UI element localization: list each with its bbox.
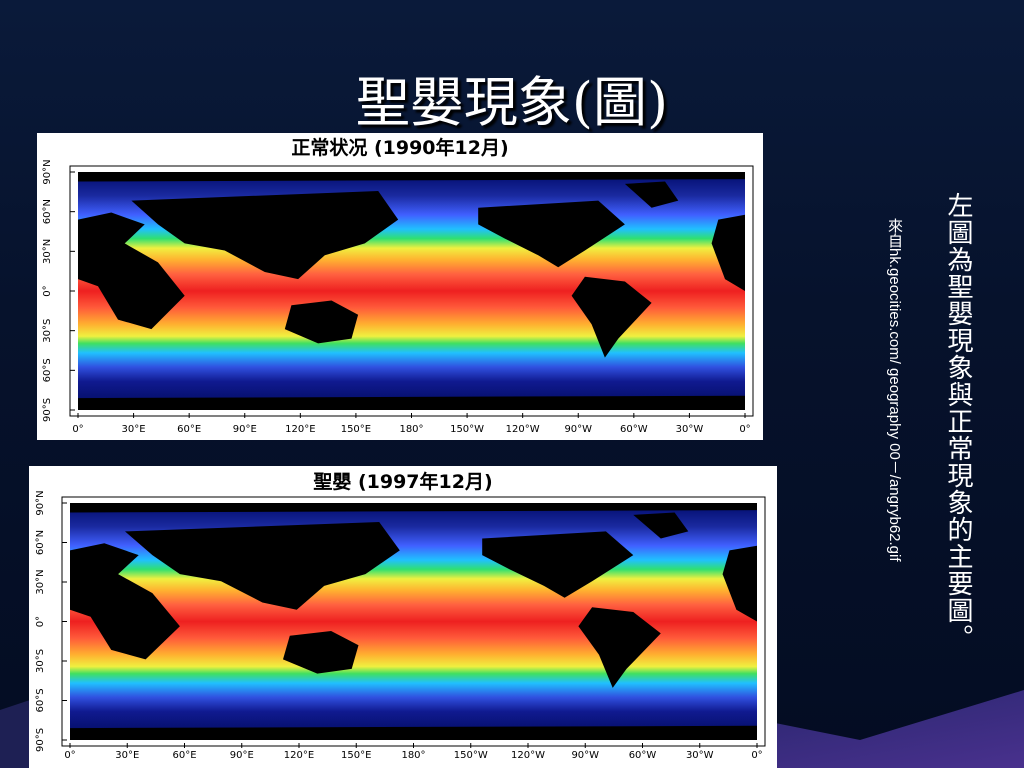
map-title: 正常状况 (1990年12月): [291, 136, 508, 159]
landmass: [711, 214, 745, 291]
landmass: [131, 191, 399, 280]
latitude-label: 90°N: [35, 490, 46, 515]
latitude-label: 60°S: [42, 358, 53, 382]
longitude-label: 60°W: [620, 424, 648, 435]
source-note: 來自hk.geocities.com/ geography 00－/angryb…: [886, 218, 903, 562]
longitude-label: 90°W: [571, 750, 599, 761]
slide-title: 聖嬰現象(圖): [355, 71, 669, 134]
landmass: [284, 300, 359, 344]
latitude-label: 90°S: [35, 728, 46, 752]
longitude-label: 30°W: [686, 750, 714, 761]
latitude-label: 60°N: [35, 530, 46, 555]
landmass: [633, 512, 689, 539]
caption: 左圖為聖嬰現象與正常現象的主要圖。: [943, 192, 973, 651]
longitude-label: 120°E: [284, 750, 314, 761]
landmass: [70, 503, 757, 513]
map-figure: 聖嬰 (1997年12月) 90°N 60°N 30°N 0° 30°S 60°S 90°S 0…: [35, 470, 766, 761]
latitude-label: 30°S: [35, 649, 46, 673]
landmass: [624, 181, 679, 208]
landmass: [283, 631, 359, 674]
landmass: [722, 545, 757, 622]
landmass: [125, 522, 400, 610]
latitude-label: 30°S: [42, 319, 53, 343]
landmass: [482, 531, 634, 598]
longitude-label: 0°: [739, 424, 750, 435]
landmass: [478, 200, 625, 268]
latitude-label: 60°S: [35, 688, 46, 712]
longitude-label: 180°: [399, 424, 423, 435]
longitude-label: 120°E: [285, 424, 315, 435]
landmass: [578, 607, 661, 688]
longitude-label: 120°W: [506, 424, 540, 435]
longitude-label: 90°W: [564, 424, 592, 435]
longitude-label: 180°: [401, 750, 425, 761]
latitude-label: 30°N: [42, 239, 53, 264]
longitude-label: 30°W: [676, 424, 704, 435]
landmass: [571, 276, 652, 358]
map-panel: 正常状况 (1990年12月) 90°N 60°N 30°N 0° 30°S 60°S 90°…: [37, 133, 763, 440]
longitude-label: 30°E: [115, 750, 139, 761]
landmass: [78, 212, 185, 330]
latitude-label: 0°: [35, 616, 46, 627]
latitude-label: 30°N: [35, 569, 46, 594]
longitude-label: 150°E: [341, 750, 371, 761]
longitude-label: 0°: [751, 750, 762, 761]
longitude-label: 90°E: [230, 750, 254, 761]
longitude-label: 30°E: [122, 424, 146, 435]
longitude-label: 60°E: [177, 424, 201, 435]
map-title: 聖嬰 (1997年12月): [313, 470, 492, 493]
map-panel: 聖嬰 (1997年12月) 90°N 60°N 30°N 0° 30°S 60°S 90°S 0…: [29, 466, 777, 768]
longitude-label: 150°W: [454, 750, 488, 761]
longitude-label: 0°: [72, 424, 83, 435]
landmass: [78, 395, 745, 410]
longitude-label: 150°W: [450, 424, 484, 435]
longitude-label: 150°E: [341, 424, 371, 435]
latitude-label: 90°N: [42, 159, 53, 184]
longitude-label: 60°E: [172, 750, 196, 761]
longitude-label: 60°W: [629, 750, 657, 761]
landmass: [78, 172, 745, 182]
latitude-label: 90°S: [42, 398, 53, 422]
landmass: [70, 543, 180, 660]
longitude-label: 0°: [64, 750, 75, 761]
landmass: [70, 725, 757, 740]
longitude-label: 120°W: [511, 750, 545, 761]
latitude-label: 60°N: [42, 199, 53, 224]
longitude-label: 90°E: [233, 424, 257, 435]
latitude-label: 0°: [42, 285, 53, 296]
map-figure: 正常状况 (1990年12月) 90°N 60°N 30°N 0° 30°S 60°S 90°…: [42, 136, 754, 435]
